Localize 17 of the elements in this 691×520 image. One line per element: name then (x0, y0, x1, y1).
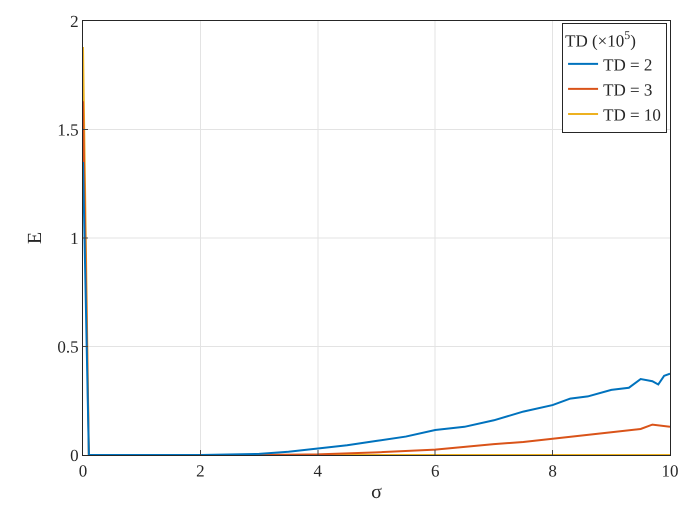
legend-label: TD = 10 (603, 106, 661, 125)
x-tick-label: 4 (314, 461, 323, 480)
y-axis-title: E (24, 232, 46, 244)
legend-label: TD = 2 (603, 55, 652, 74)
legend-title: TD (×10$^{5}$) (565, 28, 636, 50)
x-axis-title: σ (371, 480, 382, 503)
x-tick-label: 8 (548, 461, 557, 480)
y-tick-label: 2 (70, 12, 79, 31)
x-tick-label: 10 (662, 461, 678, 480)
line-series (83, 161, 670, 455)
y-tick-label: 1 (70, 228, 79, 248)
y-tick-label: 0.5 (57, 337, 79, 356)
y-tick-label: 0 (70, 446, 79, 465)
y-tick-label: 1.5 (57, 120, 79, 140)
x-tick-label: 2 (196, 461, 205, 480)
legend-label: TD = 3 (603, 80, 652, 100)
x-tick-label: 6 (430, 461, 440, 480)
